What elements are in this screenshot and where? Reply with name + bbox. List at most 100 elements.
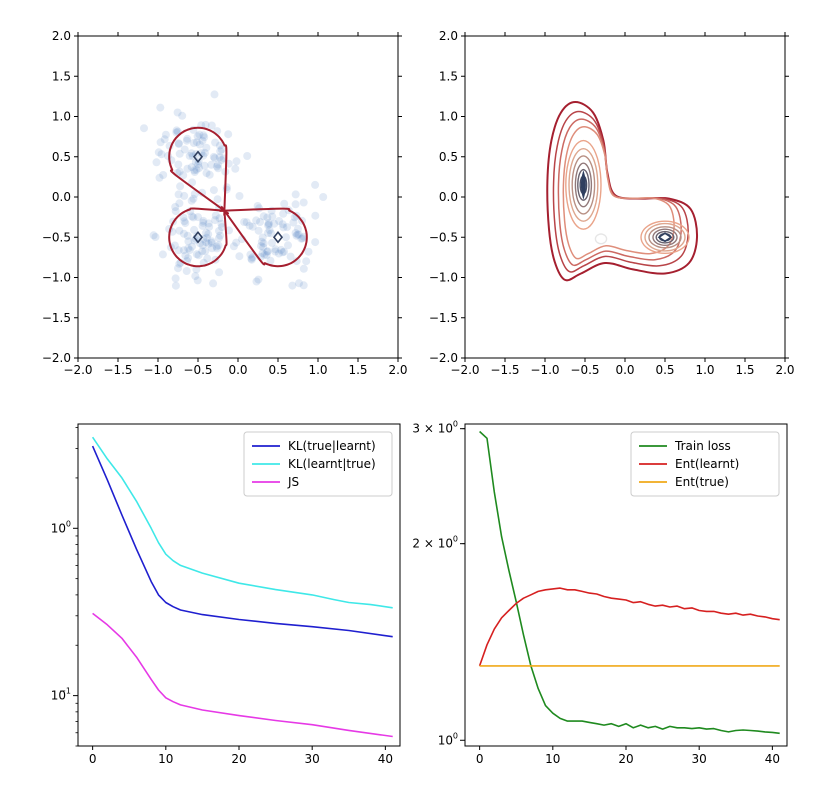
sample-point: [274, 249, 283, 258]
learnt-density-xtick-label: 1.5: [735, 363, 754, 377]
sample-point: [215, 214, 224, 223]
learnt-mode-peak: [580, 170, 586, 200]
sample-point: [293, 230, 302, 239]
sample-point: [156, 138, 165, 147]
sample-point: [190, 168, 199, 176]
sample-point: [214, 164, 223, 173]
sample-point: [212, 242, 221, 251]
sample-point: [268, 238, 276, 247]
true-density-ytick-label: 0.0: [52, 190, 71, 204]
loss-entropy-plot-area: [478, 430, 780, 735]
sample-point: [295, 279, 303, 288]
true-density-xtick-label: 1.0: [308, 363, 327, 377]
legend-label-Ent(true): Ent(true): [675, 475, 729, 489]
divergence-ytick-label: 10: [51, 689, 66, 703]
learnt-density-ytick-label: 0.0: [439, 190, 458, 204]
loss-entropy-xtick-label: 20: [618, 752, 633, 766]
sample-point: [184, 237, 193, 246]
sample-point: [180, 229, 188, 238]
sample-point: [192, 165, 201, 174]
sample-point: [253, 202, 262, 210]
learnt-density-ytick-label: 2.0: [439, 29, 458, 43]
loss-entropy-ytick-label: 2 × 10: [412, 537, 453, 551]
sample-point: [267, 229, 276, 238]
sample-point: [271, 247, 280, 256]
sample-point: [172, 126, 181, 135]
series-line-KL(true|learnt): [91, 445, 393, 638]
sample-point: [260, 250, 269, 259]
sample-point: [211, 216, 220, 225]
sample-point: [254, 226, 263, 235]
sample-point: [252, 216, 261, 225]
sample-point: [197, 149, 206, 158]
sample-point: [199, 131, 208, 140]
sample-point: [299, 264, 308, 273]
loss-entropy-xtick-label: 0: [476, 752, 484, 766]
sample-point: [279, 223, 288, 232]
sample-point: [263, 247, 272, 256]
divergence-xtick-label: 10: [158, 752, 173, 766]
sample-point: [211, 138, 220, 147]
loss-entropy-panel: 0 10 20 30 403 × 10 02 × 10 010 0 Train lossEnt…: [412, 420, 788, 766]
sample-point: [207, 238, 216, 247]
true-density-plot-area: [140, 90, 328, 290]
sample-point: [189, 194, 198, 203]
sample-point: [215, 141, 224, 150]
sample-point: [259, 212, 268, 221]
sample-point: [174, 160, 183, 169]
sample-point: [185, 246, 194, 255]
sample-point: [203, 254, 212, 263]
learnt-density-ytick-label: −1.0: [429, 271, 458, 285]
sample-point: [140, 124, 148, 133]
sample-point: [222, 183, 231, 192]
divergence-xtick-label: 20: [231, 752, 246, 766]
sample-point: [193, 276, 202, 285]
sample-point: [268, 212, 277, 221]
sample-point: [200, 148, 209, 157]
sample-point: [311, 238, 320, 247]
sample-point: [171, 203, 180, 211]
sample-point: [171, 281, 180, 290]
sample-point: [187, 163, 196, 172]
true-density-xtick-label: 1.5: [348, 363, 367, 377]
learnt-density-ytick-label: −2.0: [429, 351, 458, 365]
sample-point: [229, 242, 238, 251]
true-density-xtick-label: 0.0: [228, 363, 247, 377]
sample-point: [263, 247, 272, 256]
sample-point: [298, 234, 307, 243]
sample-point: [181, 219, 190, 228]
true-density-ytick-label: 1.0: [52, 110, 71, 124]
sample-point: [212, 162, 221, 171]
sample-point: [258, 249, 267, 258]
learnt-density-xtick-label: 0.5: [655, 363, 674, 377]
divergence-xtick-label: 0: [89, 752, 97, 766]
true-density-ytick-label: 1.5: [52, 69, 71, 83]
sample-point: [213, 195, 222, 204]
loss-entropy-ytick-exponent: 0: [453, 420, 458, 429]
sample-point: [247, 254, 256, 263]
true-density-xtick-label: −1.0: [143, 363, 172, 377]
sample-point: [259, 243, 268, 252]
true-outer-contour: [168, 126, 308, 268]
sample-point: [214, 160, 222, 169]
loss-entropy-xtick-label: 30: [692, 752, 707, 766]
true-density-ytick-label: −2.0: [42, 351, 71, 365]
true-density-xtick-label: −0.5: [183, 363, 212, 377]
legend-label-KL(true|learnt): KL(true|learnt): [288, 439, 376, 453]
learnt-density-xtick-label: 0.0: [615, 363, 634, 377]
sample-point: [183, 134, 192, 143]
sample-point: [209, 152, 218, 161]
series-line-KL(learnt|true): [91, 436, 393, 609]
sample-point: [174, 190, 183, 199]
sample-point: [257, 237, 266, 246]
sample-point: [211, 211, 220, 220]
loss-entropy-legend: Train loss Ent(learnt) Ent(true): [630, 431, 780, 497]
sample-point: [175, 199, 184, 208]
sample-point: [277, 245, 286, 254]
sample-point: [297, 234, 306, 243]
sample-point: [311, 180, 320, 189]
true-density-xtick-label: 0.5: [268, 363, 287, 377]
learnt-mode-contour: [640, 220, 690, 255]
